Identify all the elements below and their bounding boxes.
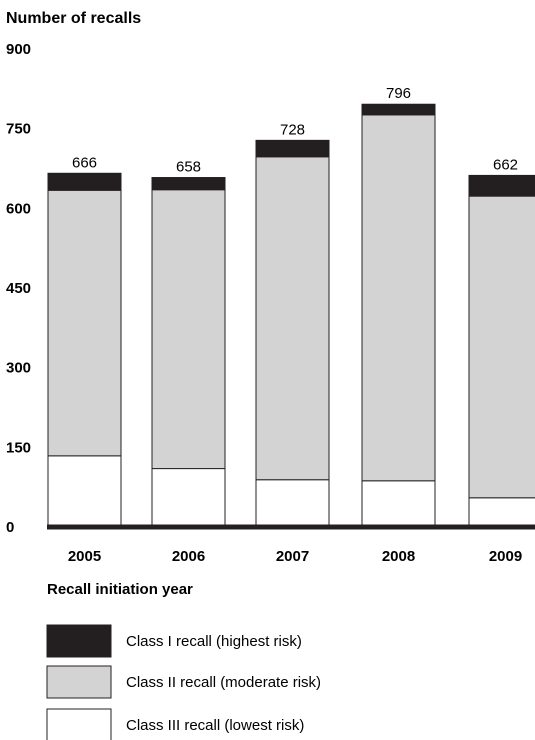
bar-segment — [47, 172, 122, 191]
bar-total-label: 658 — [176, 159, 201, 176]
bars — [47, 103, 535, 528]
bar-total-label: 666 — [72, 154, 97, 171]
legend-label: Class II recall (moderate risk) — [126, 674, 321, 691]
y-axis-label: Number of recalls — [6, 10, 141, 27]
y-tick-label: 900 — [6, 41, 31, 58]
x-tick-label: 2008 — [382, 548, 415, 565]
y-tick-label: 150 — [6, 439, 31, 456]
x-axis-label: Recall initiation year — [47, 581, 193, 598]
bar-segment — [255, 479, 330, 528]
bar-segment — [361, 103, 436, 116]
bar-total-label: 728 — [280, 121, 305, 138]
bar-total-label: 796 — [386, 85, 411, 102]
legend-swatch — [46, 665, 112, 699]
bar-segment — [151, 189, 226, 470]
y-tick-label: 0 — [6, 519, 14, 536]
bar-totals: 666 658 728 796 662 — [72, 85, 518, 175]
bar-segment — [468, 195, 535, 499]
y-axis-ticks: 0 150 300 450 600 750 900 — [6, 41, 31, 536]
bar-total-label: 662 — [493, 156, 518, 173]
legend: Class I recall (highest risk) Class II re… — [46, 624, 321, 740]
y-tick-label: 750 — [6, 121, 31, 138]
bar-segment — [47, 189, 122, 457]
bar-segment — [47, 455, 122, 528]
x-tick-label: 2009 — [489, 548, 522, 565]
legend-label: Class III recall (lowest risk) — [126, 717, 304, 734]
bar-segment — [151, 468, 226, 528]
x-axis-ticks: 2005 2006 2007 2008 2009 — [68, 548, 522, 565]
legend-swatch — [46, 708, 112, 740]
bar-segment — [361, 480, 436, 528]
legend-label: Class I recall (highest risk) — [126, 633, 302, 650]
x-tick-label: 2007 — [276, 548, 309, 565]
y-tick-label: 600 — [6, 200, 31, 217]
x-tick-label: 2006 — [172, 548, 205, 565]
y-tick-label: 300 — [6, 360, 31, 377]
bar-segment — [151, 177, 226, 191]
bar-segment — [255, 156, 330, 481]
bar-segment — [468, 174, 535, 197]
legend-swatch — [46, 624, 112, 658]
bar-segment — [361, 114, 436, 482]
y-tick-label: 450 — [6, 280, 31, 297]
bar-segment — [255, 139, 330, 158]
x-tick-label: 2005 — [68, 548, 101, 565]
bar-segment — [468, 497, 535, 528]
